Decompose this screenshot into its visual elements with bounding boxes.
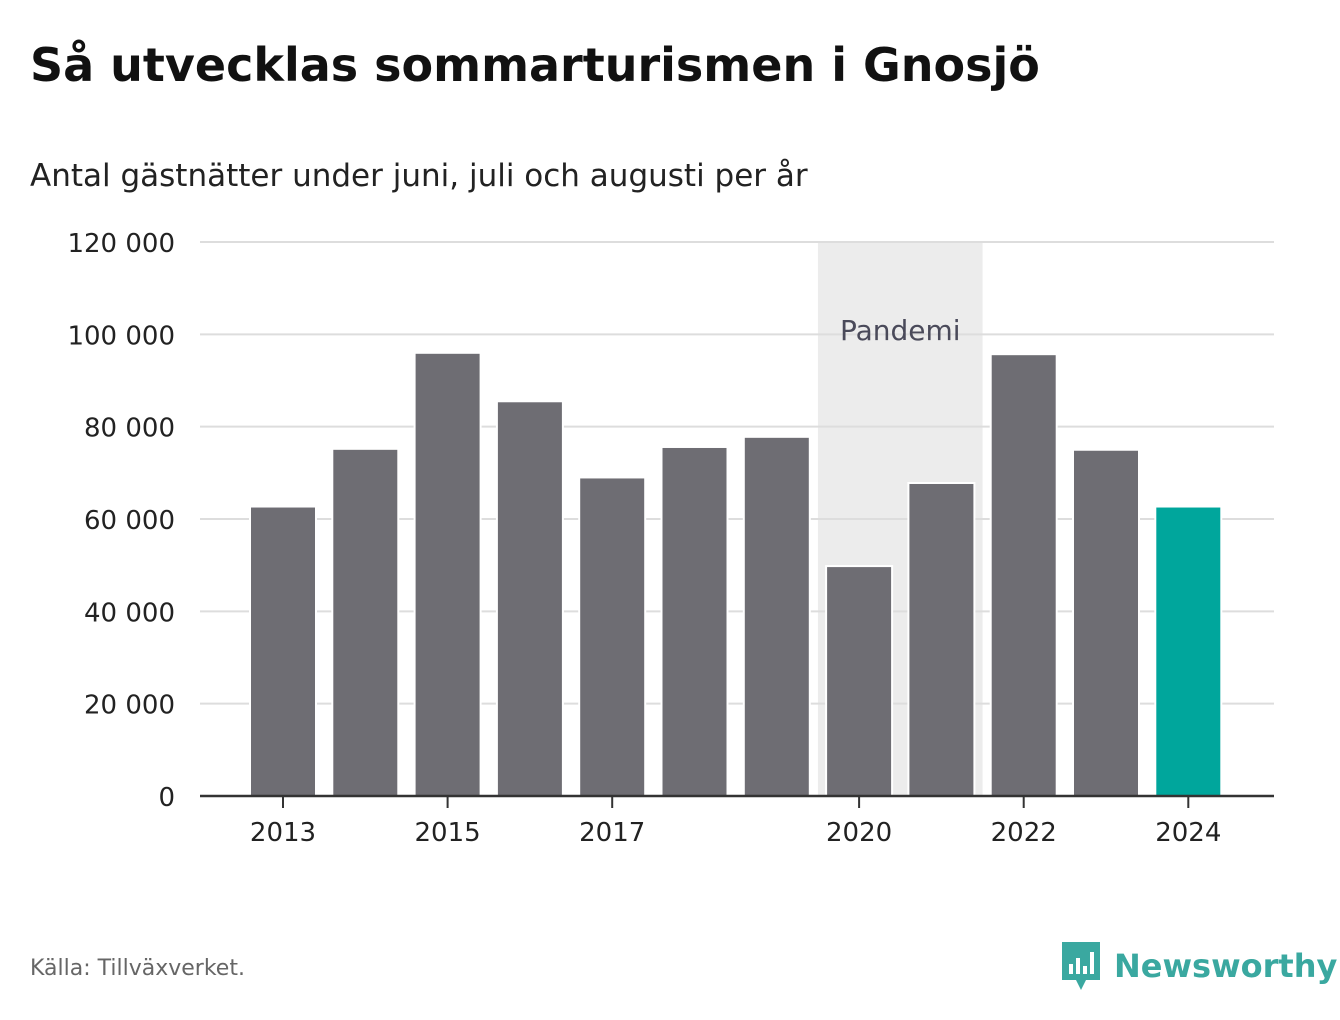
newsworthy-logo-icon (1062, 942, 1100, 990)
bar-2024 (1154, 505, 1223, 797)
chart-title: Så utvecklas sommarturismen i Gnosjö (30, 38, 1040, 92)
x-tick-label: 2020 (826, 818, 892, 848)
y-tick-label: 100 000 (67, 321, 175, 351)
bar-2018 (660, 445, 729, 797)
newsworthy-logo-text: Newsworthy (1114, 947, 1338, 985)
bar-2014 (331, 447, 400, 797)
x-tick-label: 2017 (579, 818, 645, 848)
bar-2017 (578, 476, 647, 797)
bar-2020 (825, 565, 894, 798)
bar-2021 (907, 481, 976, 797)
bar-2022 (989, 353, 1058, 797)
bar-chart: 0 20 000 40 000 60 000 80 000 100 000 120 000 P… (67, 229, 1274, 848)
newsworthy-logo: Newsworthy (1060, 940, 1337, 992)
y-tick-label: 80 000 (84, 414, 175, 444)
y-tick-label: 0 (158, 783, 175, 813)
bar-2016 (495, 400, 564, 797)
y-tick-label: 60 000 (84, 506, 175, 536)
x-tick-label: 2013 (250, 818, 316, 848)
bar-2019 (742, 435, 811, 797)
x-tick-label: 2015 (415, 818, 481, 848)
y-tick-label: 20 000 (84, 691, 175, 721)
y-tick-label: 120 000 (67, 229, 175, 259)
source-note: Källa: Tillväxverket. (30, 956, 245, 981)
pandemic-label: Pandemi (840, 314, 961, 347)
x-tick-label: 2022 (991, 818, 1057, 848)
y-tick-label: 40 000 (84, 598, 175, 628)
x-tick-label: 2024 (1155, 818, 1221, 848)
bar-2023 (1072, 448, 1140, 797)
bar-2015 (413, 351, 482, 797)
bar-2013 (249, 505, 317, 797)
chart-subtitle: Antal gästnätter under juni, juli och au… (30, 158, 808, 194)
